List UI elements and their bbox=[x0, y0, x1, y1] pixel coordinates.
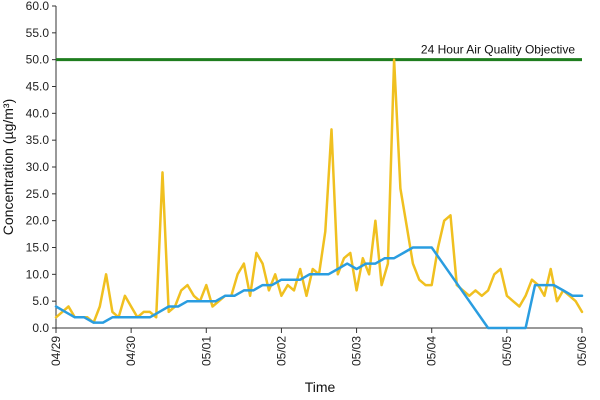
series-2-line bbox=[54, 246, 584, 330]
y-tick-label: 50.0 bbox=[26, 53, 50, 67]
x-axis-ticks: 04/29 04/30 05/01 05/02 05/03 05/04 05/05 05/06 bbox=[49, 328, 589, 366]
y-tick-label: 10.0 bbox=[26, 267, 50, 281]
x-tick-label: 05/05 bbox=[500, 336, 514, 366]
y-axis-title: Concentration (µg/m³) bbox=[0, 99, 16, 235]
x-tick-label: 05/03 bbox=[350, 336, 364, 366]
y-tick-label: 25.0 bbox=[26, 187, 50, 201]
y-tick-label: 20.0 bbox=[26, 214, 50, 228]
x-tick-label: 04/30 bbox=[124, 336, 138, 366]
x-tick-label: 05/06 bbox=[575, 336, 589, 366]
x-tick-label: 05/01 bbox=[199, 336, 213, 366]
reference-line-group: 24 Hour Air Quality Objective bbox=[56, 43, 582, 62]
x-tick-label: 05/02 bbox=[274, 336, 288, 366]
air-quality-objective-label: 24 Hour Air Quality Objective bbox=[421, 43, 575, 57]
y-tick-label: 15.0 bbox=[26, 241, 50, 255]
y-tick-label: 30.0 bbox=[26, 160, 50, 174]
series-lines bbox=[54, 58, 584, 330]
x-tick-label: 05/04 bbox=[425, 336, 439, 366]
y-tick-label: 35.0 bbox=[26, 133, 50, 147]
y-tick-label: 60.0 bbox=[26, 0, 50, 13]
series-1-line bbox=[54, 58, 584, 324]
y-tick-label: 45.0 bbox=[26, 80, 50, 94]
y-tick-label: 0.0 bbox=[32, 321, 49, 335]
y-tick-label: 5.0 bbox=[32, 294, 49, 308]
y-tick-label: 55.0 bbox=[26, 26, 50, 40]
x-axis-title: Time bbox=[305, 379, 336, 395]
y-axis-ticks: 0.0 5.0 10.0 15.0 20.0 25.0 30.0 35.0 40.0 45.0 50… bbox=[26, 0, 56, 335]
x-tick-label: 04/29 bbox=[49, 336, 63, 366]
y-tick-label: 40.0 bbox=[26, 106, 50, 120]
